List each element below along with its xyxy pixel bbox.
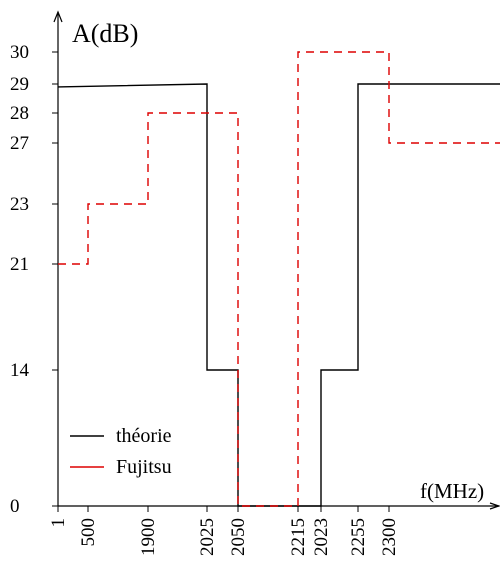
- y-tick-label: 27: [10, 133, 29, 154]
- x-ticks: 1 500 1900 2025 2050 2215 2023 2255 2300: [48, 506, 400, 556]
- y-axis-arrow: [53, 10, 63, 23]
- legend: théorie Fujitsu: [70, 425, 172, 478]
- y-tick-label: 30: [10, 42, 29, 63]
- x-axis-label: f(MHz): [420, 479, 484, 503]
- y-ticks: 0 14 21 23 27 28 29 30: [10, 42, 58, 517]
- x-tick-label: 500: [78, 518, 99, 547]
- series-line-theorie: [57, 83, 500, 507]
- y-tick-label: 21: [10, 254, 29, 275]
- x-tick-label: 2215: [288, 518, 309, 556]
- x-tick-label: 2025: [197, 518, 218, 556]
- y-tick-label: 28: [10, 103, 29, 124]
- x-tick-label: 2023: [311, 518, 332, 556]
- series-lines: [57, 51, 500, 507]
- legend-label-theorie: théorie: [116, 425, 172, 447]
- x-tick-label: 1: [48, 518, 69, 528]
- x-tick-label: 2050: [228, 518, 249, 556]
- y-tick-label: 0: [10, 496, 20, 517]
- x-tick-label: 2300: [379, 518, 400, 556]
- x-axis-arrow: [489, 502, 500, 510]
- y-tick-label: 29: [10, 74, 29, 95]
- x-tick-label: 2255: [348, 518, 369, 556]
- x-tick-label: 1900: [138, 518, 159, 556]
- y-tick-label: 14: [10, 360, 30, 381]
- y-axis-label: A(dB): [72, 19, 138, 48]
- y-tick-label: 23: [10, 194, 29, 215]
- series-line-fujitsu: [58, 51, 500, 507]
- legend-label-fujitsu: Fujitsu: [116, 456, 172, 478]
